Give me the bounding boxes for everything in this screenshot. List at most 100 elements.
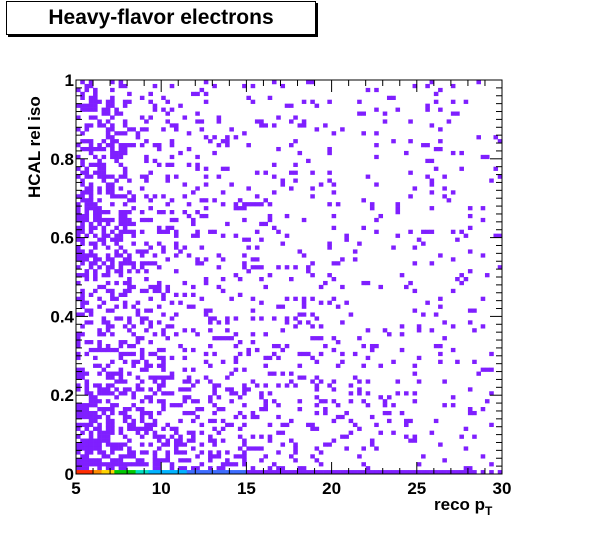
heatmap-cell (203, 198, 209, 203)
heatmap-cell (135, 430, 141, 435)
heatmap-cell (280, 466, 286, 471)
heatmap-cell (76, 143, 81, 148)
heatmap-cell (216, 115, 222, 120)
heatmap-cell (416, 328, 422, 333)
heatmap-cell (144, 241, 149, 246)
heatmap-cell (165, 336, 171, 341)
heatmap-cell (178, 438, 183, 443)
heatmap-cell (84, 379, 90, 384)
heatmap-cell (88, 221, 94, 227)
heatmap-cell (242, 367, 247, 372)
heatmap-cell (105, 135, 111, 140)
heatmap-cell (131, 351, 136, 357)
heatmap-cell (93, 107, 98, 112)
heatmap-cell (122, 210, 128, 215)
heatmap-cell (429, 206, 435, 211)
heatmap-cell (139, 320, 145, 325)
heatmap-cell (220, 257, 226, 262)
heatmap-cell (233, 355, 239, 361)
heatmap-cell (76, 127, 81, 132)
heatmap-cell (84, 351, 90, 357)
heatmap-cell (101, 454, 107, 459)
heatmap-cell (340, 359, 345, 364)
heatmap-cell (127, 221, 132, 227)
heatmap-cell (105, 265, 111, 270)
heatmap-cell (152, 422, 158, 428)
heatmap-cell (442, 379, 447, 384)
heatmap-cell (284, 383, 290, 388)
heatmap-cell (225, 139, 230, 144)
heatmap-cell (289, 170, 294, 175)
heatmap-cell (80, 288, 85, 294)
heatmap-cell (84, 186, 90, 191)
heatmap-cell (208, 316, 213, 321)
heatmap-cell (161, 375, 166, 380)
heatmap-cell (122, 391, 128, 396)
heatmap-cell (250, 332, 256, 337)
heatmap-cell (118, 143, 124, 148)
heatmap-cell (472, 410, 477, 416)
heatmap-cell (139, 336, 145, 341)
heatmap-cell (467, 387, 473, 392)
heatmap-cell (93, 288, 98, 294)
heatmap-cell (421, 229, 426, 234)
heatmap-cell (127, 387, 132, 392)
heatmap-cell (139, 229, 145, 234)
heatmap-cell (314, 458, 320, 463)
heatmap-cell (152, 379, 158, 384)
heatmap-cell (344, 300, 349, 305)
heatmap-cell (84, 174, 90, 179)
heatmap-cell (135, 426, 141, 431)
heatmap-cell (352, 422, 358, 428)
heatmap-cell (408, 170, 413, 175)
heatmap-cell (216, 454, 222, 459)
heatmap-cell (161, 249, 166, 254)
heatmap-cell (131, 426, 136, 431)
heatmap-cell (139, 462, 145, 467)
heatmap-cell (408, 438, 413, 443)
heatmap-cell (101, 284, 107, 290)
heatmap-cell (182, 399, 188, 404)
heatmap-cell (105, 217, 111, 223)
heatmap-cell (88, 434, 94, 439)
heatmap-cell (284, 103, 290, 108)
heatmap-cell (88, 261, 94, 266)
heatmap-cell (84, 458, 90, 463)
heatmap-cell (173, 438, 179, 443)
heatmap-cell (118, 131, 124, 136)
heatmap-cell (152, 351, 158, 357)
heatmap-cell (105, 320, 111, 325)
heatmap-cell (118, 146, 124, 152)
heatmap-cell (271, 123, 277, 128)
heatmap-cell (220, 233, 226, 238)
heatmap-cell (335, 202, 341, 207)
heatmap-cell-zero-iso (93, 470, 98, 475)
heatmap-cell (442, 320, 447, 325)
heatmap-cell (182, 458, 188, 463)
heatmap-cell (429, 80, 435, 85)
heatmap-cell (165, 454, 171, 459)
heatmap-cell (242, 442, 247, 447)
heatmap-cell (455, 237, 460, 242)
heatmap-cell (105, 347, 111, 353)
heatmap-cell (331, 225, 337, 231)
heatmap-cell-zero-iso (386, 470, 392, 475)
heatmap-cell (93, 257, 98, 262)
heatmap-cell (161, 367, 166, 372)
heatmap-cell (318, 182, 324, 187)
heatmap-cell (135, 383, 141, 388)
heatmap-cell (144, 426, 149, 431)
heatmap-cell (101, 178, 107, 183)
heatmap-cell (289, 143, 294, 148)
heatmap-cell (105, 324, 111, 329)
heatmap-cell-zero-iso (169, 470, 175, 475)
heatmap-cell (114, 446, 119, 451)
heatmap-cell (182, 367, 188, 372)
heatmap-cell (361, 462, 366, 467)
heatmap-cell (152, 261, 158, 266)
heatmap-cell (442, 403, 447, 408)
heatmap-cell (101, 391, 107, 396)
heatmap-cell (199, 422, 205, 428)
heatmap-cell (122, 257, 128, 262)
heatmap-cell (254, 194, 260, 199)
